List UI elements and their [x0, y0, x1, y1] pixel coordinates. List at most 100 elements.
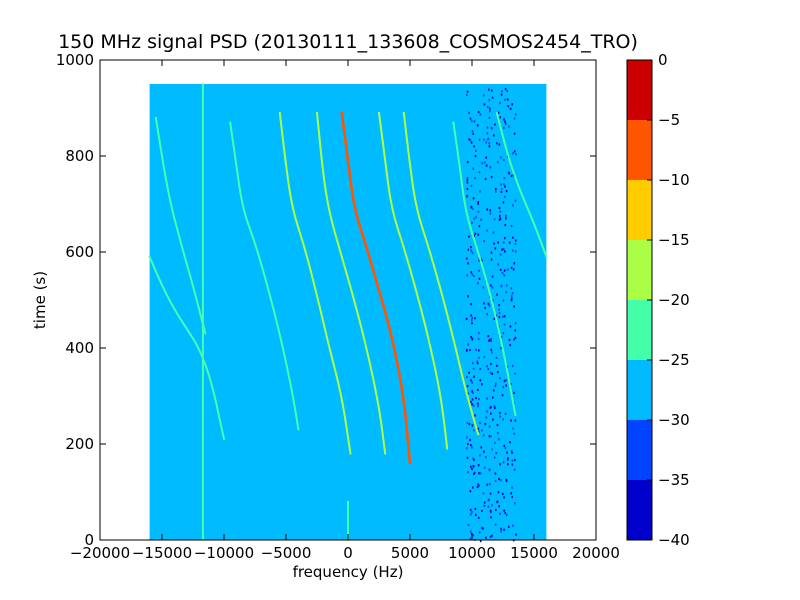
- noise-speck: [485, 456, 487, 459]
- noise-speck: [503, 195, 506, 199]
- noise-speck: [490, 337, 493, 341]
- x-tick-label: −20000: [70, 544, 130, 562]
- noise-speck: [488, 339, 490, 342]
- noise-speck: [494, 123, 496, 126]
- noise-speck: [470, 379, 472, 382]
- noise-speck: [502, 201, 505, 204]
- noise-speck: [498, 505, 501, 508]
- signal-trace: [378, 111, 449, 450]
- noise-speck: [477, 110, 480, 114]
- y-tick-label: 200: [65, 435, 94, 453]
- signal-trace: [402, 111, 480, 436]
- noise-speck: [495, 382, 497, 385]
- noise-speck: [507, 525, 510, 528]
- noise-speck: [484, 307, 486, 310]
- x-tick-label: 15000: [510, 544, 558, 562]
- noise-speck: [466, 375, 468, 379]
- noise-speck: [470, 184, 473, 187]
- noise-speck: [478, 259, 481, 262]
- noise-speck: [466, 187, 469, 191]
- noise-speck: [484, 423, 487, 426]
- noise-speck: [503, 323, 506, 326]
- noise-speck: [494, 523, 497, 526]
- noise-speck: [471, 319, 473, 322]
- noise-speck: [512, 152, 514, 155]
- noise-speck: [471, 130, 474, 133]
- y-axis-label: time (s): [31, 271, 49, 329]
- noise-speck: [485, 536, 487, 539]
- noise-speck: [486, 126, 489, 129]
- noise-speck: [487, 137, 490, 140]
- signal-trace: [340, 111, 412, 465]
- noise-speck: [511, 364, 514, 368]
- noise-speck: [498, 308, 500, 311]
- noise-speck: [504, 98, 506, 101]
- noise-speck: [468, 235, 470, 238]
- noise-speck: [488, 304, 491, 307]
- noise-speck: [506, 458, 509, 461]
- noise-speck: [478, 332, 480, 335]
- noise-speck: [514, 458, 516, 462]
- noise-speck: [507, 457, 509, 460]
- x-axis: −20000 −15000 −10000 −5000 0 5000 10000 15000 20…: [70, 60, 620, 562]
- noise-speck: [468, 138, 470, 141]
- noise-speck: [510, 174, 513, 178]
- noise-speck: [472, 167, 475, 170]
- noise-speck: [473, 234, 475, 237]
- noise-speck: [471, 467, 473, 471]
- noise-speck: [473, 217, 476, 220]
- noise-speck: [481, 259, 483, 262]
- noise-speck: [483, 355, 486, 359]
- noise-speck: [513, 262, 516, 265]
- noise-speck: [481, 429, 483, 432]
- noise-speck: [504, 185, 506, 188]
- noise-speck: [479, 421, 481, 425]
- noise-speck: [509, 441, 511, 444]
- noise-speck: [513, 305, 515, 308]
- noise-speck: [508, 338, 511, 341]
- noise-speck: [504, 223, 507, 227]
- noise-speck: [486, 138, 489, 141]
- noise-speck: [478, 472, 480, 475]
- noise-speck: [477, 233, 480, 236]
- noise-speck: [510, 224, 513, 228]
- noise-speck: [471, 424, 474, 427]
- noise-speck: [492, 389, 495, 392]
- noise-speck: [506, 268, 509, 271]
- noise-speck: [483, 466, 486, 469]
- noise-speck: [471, 446, 473, 449]
- noise-speck: [490, 284, 492, 287]
- noise-speck: [503, 237, 506, 240]
- noise-speck: [514, 419, 517, 422]
- noise-speck: [489, 412, 492, 415]
- noise-speck: [504, 412, 507, 415]
- noise-speck: [514, 242, 517, 246]
- noise-speck: [502, 248, 505, 251]
- noise-speck: [493, 242, 495, 245]
- noise-speck: [500, 93, 503, 96]
- noise-speck: [470, 335, 472, 339]
- noise-speck: [510, 299, 513, 302]
- noise-speck: [472, 534, 475, 537]
- signal-trace: [452, 121, 517, 417]
- noise-speck: [472, 391, 474, 394]
- noise-speck: [510, 266, 513, 269]
- colorbar-tick-label: −35: [658, 471, 690, 489]
- noise-speck: [487, 367, 490, 371]
- noise-speck: [466, 384, 469, 388]
- noise-speck: [469, 348, 471, 352]
- colorbar-band: [627, 480, 652, 540]
- noise-speck: [503, 250, 506, 253]
- colorbar-band: [627, 180, 652, 240]
- noise-speck: [488, 88, 490, 91]
- noise-speck: [466, 90, 469, 93]
- noise-speck: [468, 371, 470, 374]
- noise-speck: [487, 499, 490, 502]
- noise-speck: [477, 202, 479, 205]
- noise-speck: [472, 367, 475, 370]
- noise-speck: [491, 448, 493, 451]
- noise-speck: [473, 458, 475, 461]
- noise-speck: [499, 512, 501, 515]
- noise-speck: [477, 464, 480, 467]
- noise-speck: [469, 139, 472, 142]
